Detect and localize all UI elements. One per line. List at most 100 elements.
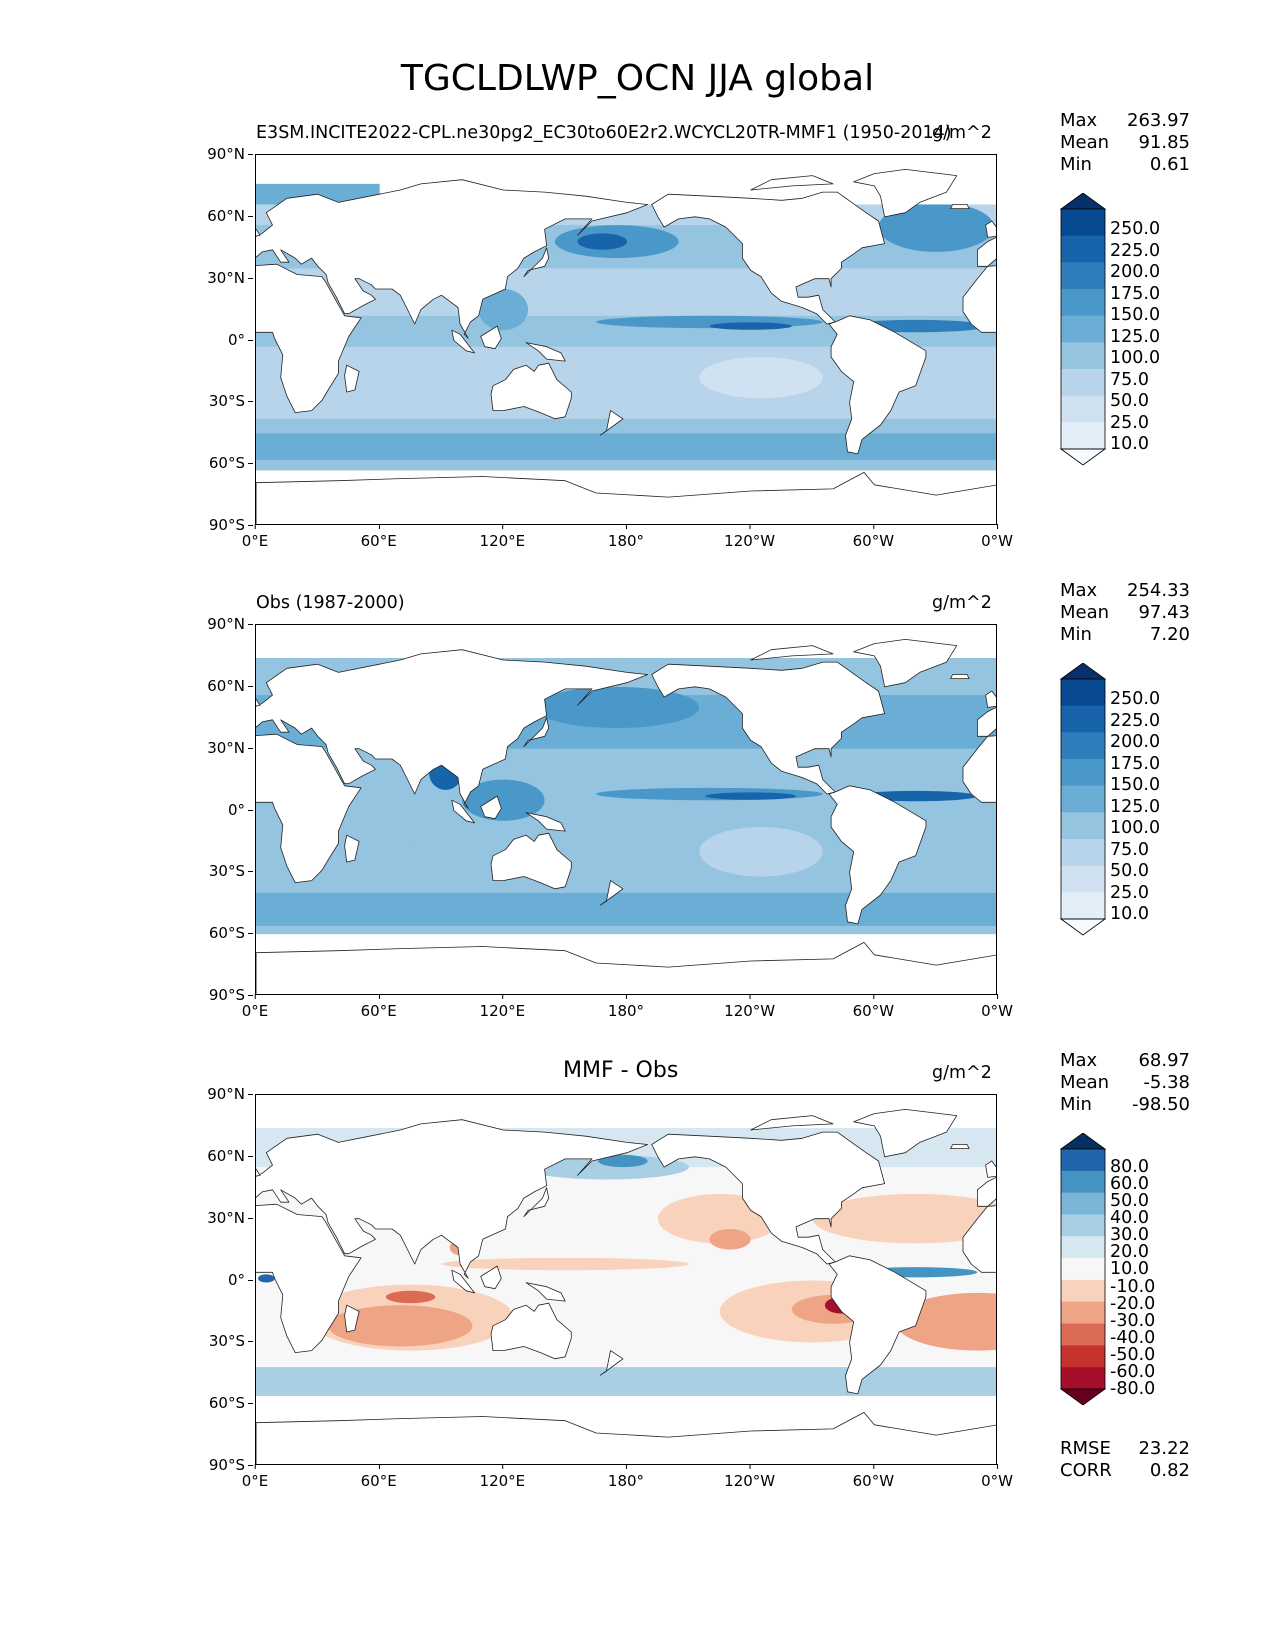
landmass-south_america: [828, 315, 927, 455]
colorbar-tick-label: -20.0: [1110, 1293, 1156, 1314]
colorbar-tick-label: 80.0: [1110, 1157, 1149, 1177]
x-tick-label: 60°E: [360, 1464, 397, 1490]
landmass-borneo: [480, 325, 502, 350]
colorbar-tick-label: 100.0: [1110, 348, 1161, 368]
y-tick-label: 90°N: [207, 615, 253, 633]
contour-patch: [478, 288, 529, 331]
landmass-antarctica: [256, 1411, 996, 1464]
landmass-newguinea: [525, 1282, 566, 1302]
x-tick-label: 180°: [607, 1464, 645, 1490]
colorbar: [1059, 1133, 1107, 1406]
panel-left-title: E3SM.INCITE2022-CPL.ne30pg2_EC30to60E2r2…: [256, 123, 952, 143]
landmass-uk: [985, 690, 996, 708]
y-tick-label: 60°S: [208, 454, 254, 473]
stats-box: Max 263.97 Mean 91.85 Min 0.61: [1060, 110, 1190, 176]
stat-label: Max: [1060, 110, 1098, 131]
stat-value: 254.33: [1127, 580, 1190, 601]
map-plot: [255, 624, 997, 995]
land-layer: [256, 168, 996, 524]
panel-left-title: Obs (1987-2000): [256, 593, 405, 613]
landmass-africa: [962, 265, 996, 333]
colorbar-segment: [1061, 369, 1105, 397]
colorbar-segment: [1061, 1323, 1105, 1346]
landmass-uk: [985, 1160, 996, 1178]
colorbar-bottom-extend: [1059, 448, 1107, 466]
land-layer: [256, 638, 996, 994]
panel-obs: Obs (1987-2000) g/m^2 Max 254.33 Mean 97.4…: [0, 580, 1275, 1030]
x-tick-label: 120°E: [479, 524, 526, 550]
y-tick-label: 60°S: [208, 924, 254, 943]
landmass-eurasia: [977, 236, 996, 267]
stat-label: Max: [1060, 580, 1098, 601]
x-tick-label: 0°E: [241, 994, 269, 1020]
landmass-borneo: [480, 795, 502, 820]
colorbar-segment: [1061, 1279, 1105, 1303]
contour-patch: [256, 892, 996, 926]
colorbar-segment: [1061, 1367, 1105, 1390]
y-tick-label: 90°S: [208, 986, 254, 1004]
landmass-uk: [256, 228, 261, 237]
contour-patch: [709, 322, 792, 330]
landmass-arctic_isl: [750, 645, 834, 661]
x-tick-label: 120°E: [479, 1464, 526, 1490]
stat-value: 68.97: [1138, 1050, 1190, 1071]
colorbar-segment: [1061, 1301, 1105, 1325]
landmass-north_america: [651, 1131, 885, 1265]
colorbar-frame: [1060, 678, 1106, 920]
landmass-africa: [256, 1203, 362, 1354]
panel-units: g/m^2: [932, 1063, 992, 1083]
contour-patch: [379, 841, 504, 883]
landmass-eurasia: [977, 706, 996, 737]
landmass-iceland: [950, 204, 970, 209]
landmass-japan: [523, 1187, 550, 1217]
y-tick-label: 30°N: [207, 738, 253, 757]
landmass-eurasia: [256, 649, 649, 809]
colorbar-tick-label: 25.0: [1110, 882, 1149, 903]
stat-value: 0.82: [1149, 1460, 1190, 1481]
x-tick-label: 0°W: [981, 1464, 1013, 1490]
y-tick-label: 60°N: [207, 206, 253, 225]
landmass-arctic_isl: [750, 1115, 834, 1131]
landmass-newzealand: [599, 880, 624, 906]
colorbar-segment: [1061, 422, 1105, 450]
stats-box: Max 254.33 Mean 97.43 Min 7.20: [1060, 580, 1190, 646]
contour-patch: [534, 686, 700, 729]
contour-patch: [523, 1154, 689, 1180]
colorbar-segment: [1061, 315, 1105, 343]
landmass-eurasia: [977, 1176, 996, 1207]
landmass-uk: [985, 220, 996, 238]
colorbar-tick-label: 175.0: [1110, 283, 1161, 304]
x-tick-label: 60°W: [852, 1464, 895, 1490]
x-tick-label: 60°E: [360, 994, 397, 1020]
landmass-japan: [523, 717, 550, 747]
x-tick-label: 0°E: [241, 524, 269, 550]
panel-diff: MMF - Obs g/m^2 Max 68.97 Mean -5.38 Min -9…: [0, 1050, 1275, 1500]
stat-value: 7.20: [1149, 624, 1190, 645]
y-tick-label: 30°S: [208, 862, 254, 881]
colorbar-bottom-extend: [1059, 918, 1107, 936]
contour-patch: [812, 1193, 996, 1244]
landmass-australia: [490, 832, 572, 890]
contour-patch: [256, 1367, 996, 1396]
colorbar-tick-label: 60.0: [1110, 1174, 1149, 1195]
y-tick-label: 60°N: [207, 676, 253, 695]
landmass-north_america: [651, 191, 885, 325]
y-tick-label: 0°: [227, 1270, 254, 1289]
y-tick-label: 30°N: [207, 1208, 253, 1227]
colorbar-segment: [1061, 839, 1105, 867]
landmass-madagascar: [344, 1304, 360, 1333]
landmass-borneo: [480, 1265, 502, 1290]
stat-value: 97.43: [1138, 602, 1190, 623]
colorbar-segment: [1061, 892, 1105, 920]
colorbar-tick-label: 75.0: [1110, 839, 1149, 860]
contour-patch: [705, 792, 797, 800]
contour-patch: [699, 356, 823, 399]
colorbar-tick-label: 75.0: [1110, 369, 1149, 390]
colorbar-tick-label: 30.0: [1110, 1225, 1149, 1246]
x-tick-label: 120°W: [724, 524, 776, 550]
landmass-eurasia: [256, 1119, 649, 1279]
panel-center-title: MMF - Obs: [563, 1058, 679, 1083]
contour-patch: [598, 1154, 648, 1168]
colorbar-tick-label: 25.0: [1110, 412, 1149, 433]
stat-label: RMSE: [1060, 1438, 1111, 1459]
